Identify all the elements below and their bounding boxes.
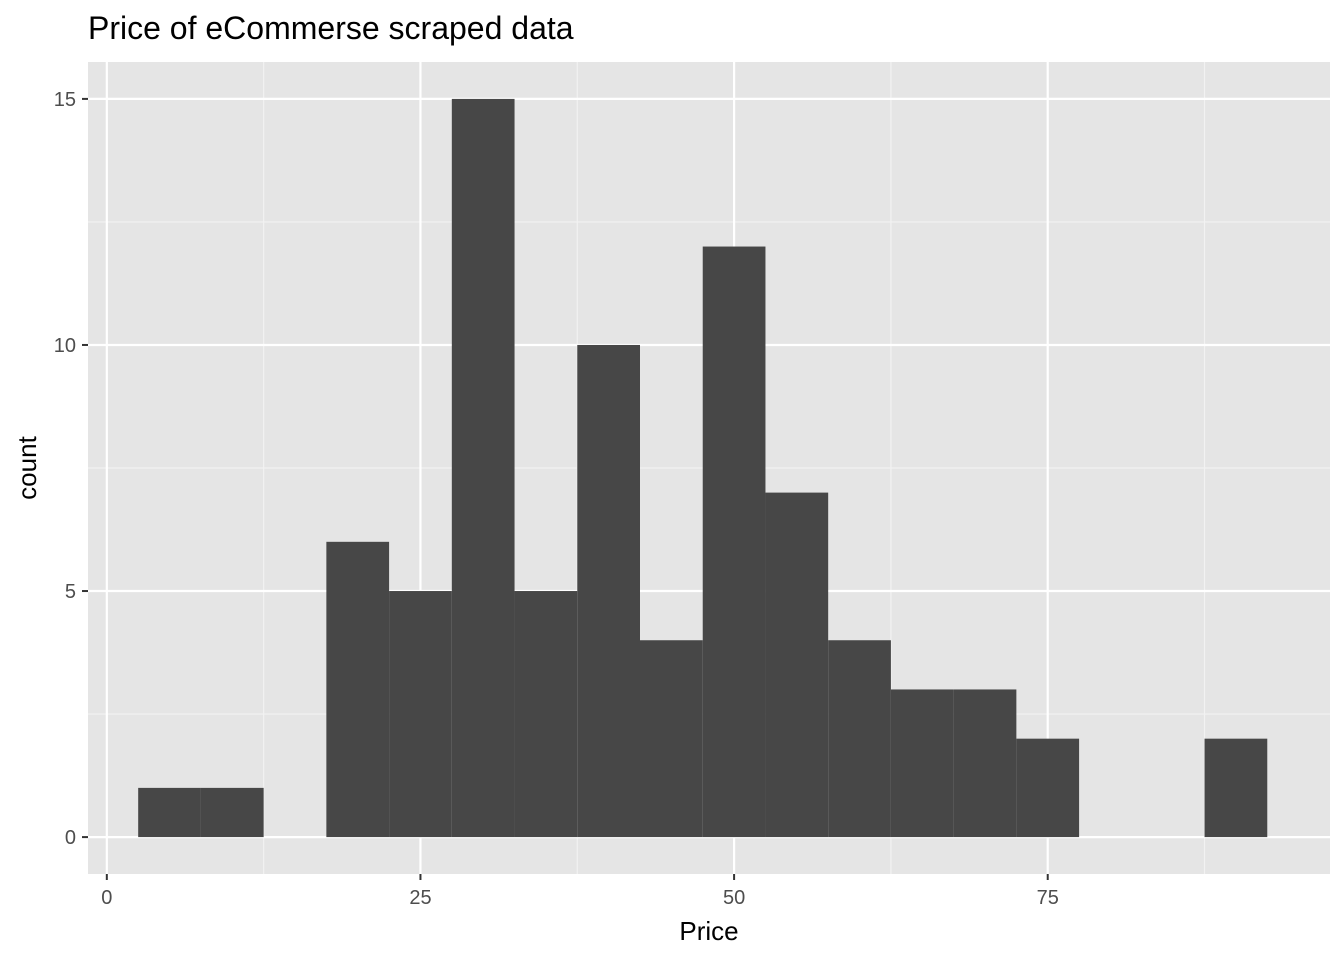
x-tick-label: 25 (409, 887, 431, 909)
histogram-bar (138, 787, 201, 838)
histogram-bars (138, 98, 1268, 838)
histogram-bar (890, 689, 954, 838)
x-tick-label: 0 (101, 887, 112, 909)
x-tick-label: 75 (1037, 887, 1059, 909)
histogram-bar (640, 640, 703, 838)
y-axis-ticks: 0 5 10 15 (54, 89, 88, 849)
histogram-bar (200, 787, 264, 838)
chart-title: Price of eCommerse scraped data (88, 10, 574, 46)
y-tick-label: 15 (54, 89, 76, 111)
histogram-bar (702, 246, 766, 838)
histogram-bar (514, 591, 578, 838)
histogram-bar (326, 541, 390, 838)
histogram-bar (1204, 738, 1268, 838)
histogram-bar (953, 689, 1017, 838)
histogram-bar (1016, 738, 1080, 838)
histogram-bar (765, 492, 829, 838)
x-axis-ticks: 0 25 50 75 (101, 874, 1059, 909)
histogram-bar (577, 344, 640, 838)
histogram-bar (828, 640, 891, 838)
histogram-bar (451, 98, 515, 838)
y-tick-label: 10 (54, 335, 76, 357)
x-tick-label: 50 (723, 887, 745, 909)
x-axis-title: Price (679, 916, 738, 946)
histogram-bar (389, 591, 452, 838)
y-axis-title: count (12, 435, 42, 499)
y-tick-label: 5 (65, 581, 76, 603)
y-tick-label: 0 (65, 827, 76, 849)
